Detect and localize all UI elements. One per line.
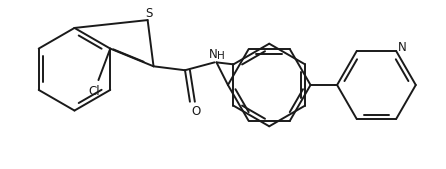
Text: N: N	[209, 48, 218, 61]
Text: S: S	[145, 7, 152, 20]
Text: O: O	[191, 105, 200, 118]
Text: H: H	[217, 52, 224, 62]
Text: N: N	[398, 41, 406, 54]
Text: Cl: Cl	[89, 85, 100, 98]
